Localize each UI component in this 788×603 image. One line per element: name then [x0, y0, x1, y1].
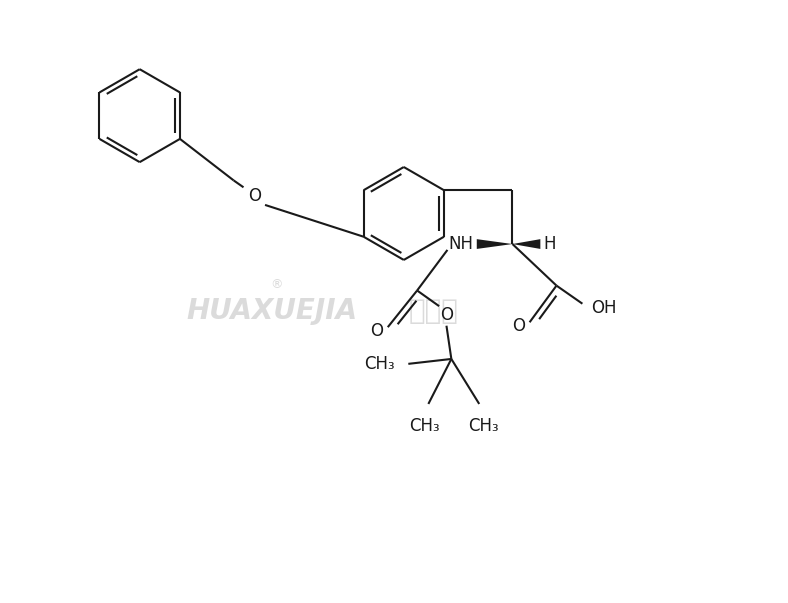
Text: O: O: [370, 322, 384, 340]
Text: H: H: [543, 235, 556, 253]
Text: CH₃: CH₃: [468, 417, 499, 435]
Text: CH₃: CH₃: [365, 355, 395, 373]
Text: O: O: [512, 317, 526, 335]
Polygon shape: [512, 239, 541, 249]
Text: 化学加: 化学加: [408, 297, 458, 325]
Text: O: O: [440, 306, 453, 324]
Text: HUAXUEJIA: HUAXUEJIA: [186, 297, 357, 325]
Text: ®: ®: [270, 278, 283, 291]
Text: NH: NH: [448, 235, 474, 253]
Text: CH₃: CH₃: [409, 417, 440, 435]
Text: OH: OH: [591, 298, 616, 317]
Polygon shape: [477, 239, 512, 249]
Text: O: O: [247, 187, 261, 205]
